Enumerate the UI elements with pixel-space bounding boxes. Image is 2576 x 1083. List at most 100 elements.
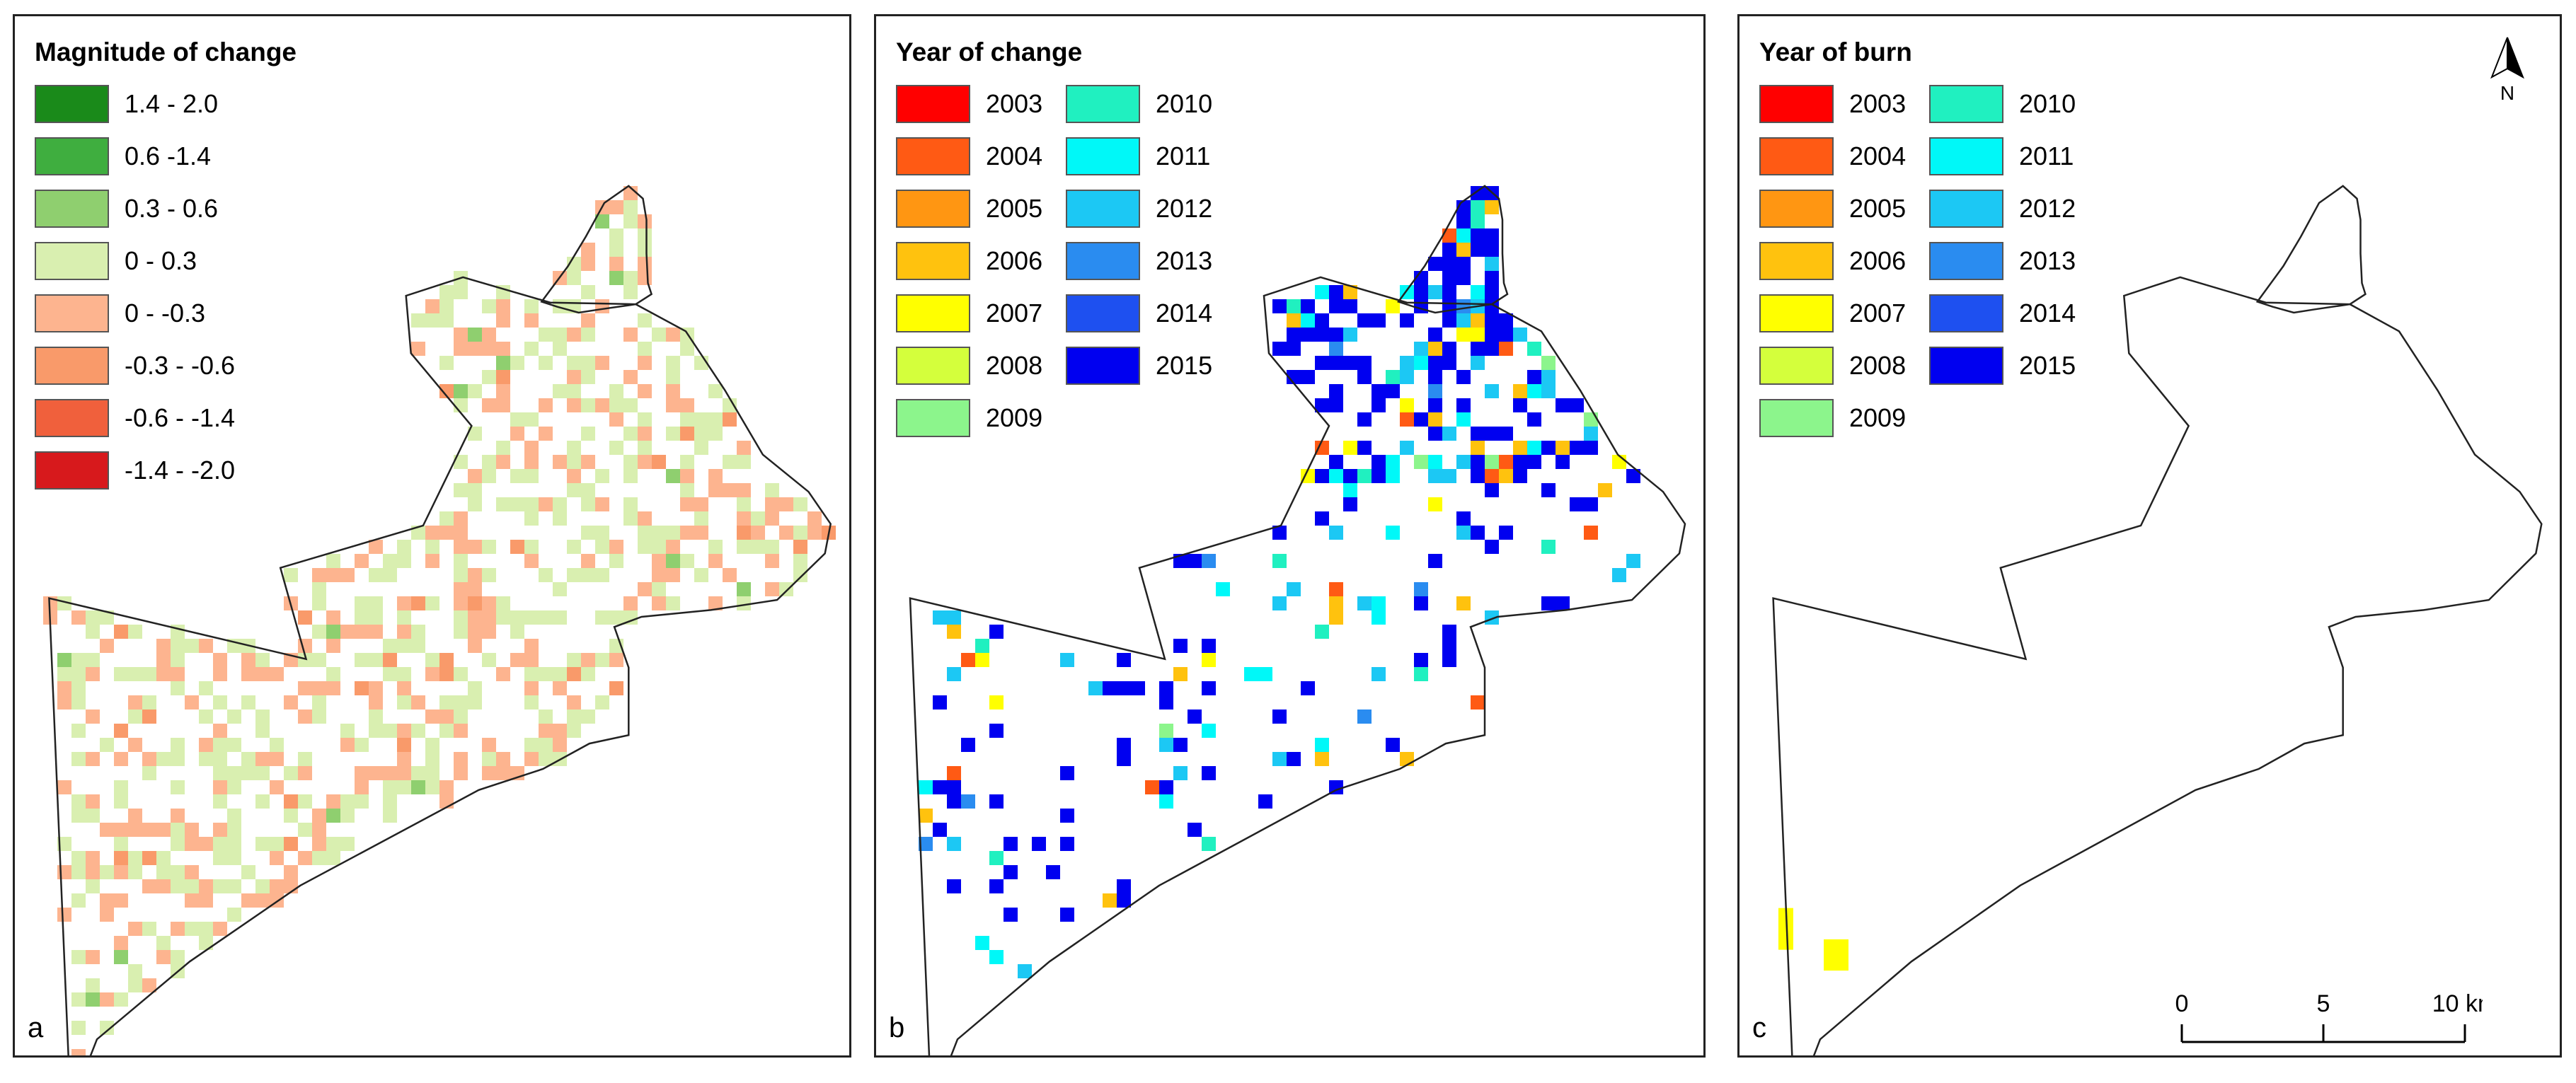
legend-item: 2005 <box>1759 189 1929 228</box>
legend-swatch <box>896 137 970 175</box>
study-area-map-b <box>909 185 1686 1055</box>
legend-swatch <box>35 137 109 175</box>
legend-label: 2009 <box>986 403 1043 432</box>
legend-swatch <box>35 85 109 123</box>
study-area-map-a <box>43 185 836 1055</box>
study-area-boundary <box>909 276 1686 1055</box>
legend-swatch <box>1759 347 1834 385</box>
legend-label: 2012 <box>1156 194 1213 223</box>
legend-swatch <box>35 294 109 332</box>
legend-c: Year of burn 2003 2004 2005 2006 2007 2008 200… <box>1759 37 2099 438</box>
legend-label: 2011 <box>1156 141 1211 170</box>
study-area-boundary <box>48 276 832 1055</box>
legend-swatch <box>896 294 970 332</box>
legend-item: 0.6 -1.4 <box>35 137 297 176</box>
legend-label: 0 - 0.3 <box>125 246 197 275</box>
panel-letter-c: c <box>1752 1012 1766 1043</box>
legend-item: -0.3 - -0.6 <box>35 346 297 386</box>
legend-a: Magnitude of change 1.4 - 2.0 0.6 -1.4 0.3… <box>35 37 297 490</box>
panel-letter-b: b <box>889 1012 905 1043</box>
legend-item: 2015 <box>1066 346 1236 386</box>
panel-letter-a: a <box>28 1012 44 1043</box>
legend-title-b: Year of change <box>896 37 1083 66</box>
legend-swatch <box>1759 137 1834 175</box>
map-panel-c: Year of burn 2003 2004 2005 2006 2007 2008 200… <box>1737 14 2562 1058</box>
legend-label: 2006 <box>1849 246 1907 275</box>
legend-item: 2014 <box>1066 294 1236 333</box>
legend-item: 2004 <box>896 137 1066 176</box>
legend-item: 0 - 0.3 <box>35 241 297 281</box>
legend-item: 2007 <box>896 294 1066 333</box>
map-panel-b: Year of change 2003 2004 2005 2006 2007 2008 2… <box>874 14 1706 1058</box>
legend-item: 2011 <box>1066 137 1236 176</box>
legend-swatch <box>1066 294 1140 332</box>
study-area-boundary-north <box>1396 185 1509 314</box>
legend-item: 2014 <box>1929 294 2099 333</box>
legend-item: 2003 <box>896 84 1066 124</box>
legend-swatch <box>1929 85 2003 123</box>
legend-item: 2010 <box>1066 84 1236 124</box>
legend-swatch <box>35 399 109 437</box>
raster-cells <box>1778 908 1848 971</box>
legend-item: 0 - -0.3 <box>35 294 297 333</box>
legend-item: 2006 <box>1759 241 1929 281</box>
legend-item: 2012 <box>1066 189 1236 228</box>
legend-label: 2003 <box>1849 89 1907 118</box>
legend-item: -1.4 - -2.0 <box>35 451 297 490</box>
legend-item: 2013 <box>1066 241 1236 281</box>
legend-label: 2015 <box>2019 351 2076 380</box>
legend-label: 0.3 - 0.6 <box>125 194 219 223</box>
legend-item: -0.6 - -1.4 <box>35 398 297 438</box>
legend-swatch <box>1929 347 2003 385</box>
legend-label: 2006 <box>986 246 1043 275</box>
legend-item: 2012 <box>1929 189 2099 228</box>
legend-label: 2010 <box>1156 89 1213 118</box>
legend-item: 2007 <box>1759 294 1929 333</box>
legend-b: Year of change 2003 2004 2005 2006 2007 2008 2… <box>896 37 1236 438</box>
legend-swatch <box>896 85 970 123</box>
legend-swatch <box>896 399 970 437</box>
legend-list-c: 2003 2004 2005 2006 2007 2008 2009 2010 2011 2012… <box>1759 84 2099 438</box>
study-area-boundary-north <box>2255 185 2367 314</box>
legend-swatch <box>1066 242 1140 280</box>
legend-swatch <box>1066 190 1140 228</box>
legend-label: 2013 <box>2019 246 2076 275</box>
legend-swatch <box>35 242 109 280</box>
legend-list-b: 2003 2004 2005 2006 2007 2008 2009 2010 2011 2012… <box>896 84 1236 438</box>
scale-bar: 0 5 10 km <box>2175 990 2483 1043</box>
burn-patch <box>1778 908 1793 950</box>
legend-label: 2005 <box>986 194 1043 223</box>
legend-swatch <box>1759 399 1834 437</box>
raster-cells <box>919 186 1640 978</box>
legend-label: 2011 <box>2019 141 2074 170</box>
legend-label: 2010 <box>2019 89 2076 118</box>
legend-title-a: Magnitude of change <box>35 37 297 66</box>
legend-swatch <box>35 347 109 385</box>
legend-label: 2003 <box>986 89 1043 118</box>
legend-label: 2015 <box>1156 351 1213 380</box>
legend-swatch <box>1759 294 1834 332</box>
legend-item: 2011 <box>1929 137 2099 176</box>
legend-item: 2003 <box>1759 84 1929 124</box>
legend-item: 2005 <box>896 189 1066 228</box>
legend-swatch <box>1929 242 2003 280</box>
legend-item: 1.4 - 2.0 <box>35 84 297 124</box>
legend-swatch <box>896 242 970 280</box>
legend-swatch <box>1759 190 1834 228</box>
legend-label: 2013 <box>1156 246 1213 275</box>
legend-swatch <box>1066 347 1140 385</box>
legend-swatch <box>1759 85 1834 123</box>
north-arrow-label: N <box>2500 82 2514 104</box>
legend-label: 0 - -0.3 <box>125 299 206 328</box>
legend-swatch <box>896 347 970 385</box>
legend-label: 0.6 -1.4 <box>125 141 212 170</box>
legend-item: 0.3 - 0.6 <box>35 189 297 228</box>
study-area-boundary-north <box>540 185 653 314</box>
legend-swatch <box>35 190 109 228</box>
legend-label: 1.4 - 2.0 <box>125 89 219 118</box>
north-arrow-icon: N <box>2490 37 2524 104</box>
legend-label: 2008 <box>986 351 1043 380</box>
legend-item: 2010 <box>1929 84 2099 124</box>
legend-label: 2014 <box>2019 299 2076 328</box>
burn-patch <box>1824 939 1848 971</box>
